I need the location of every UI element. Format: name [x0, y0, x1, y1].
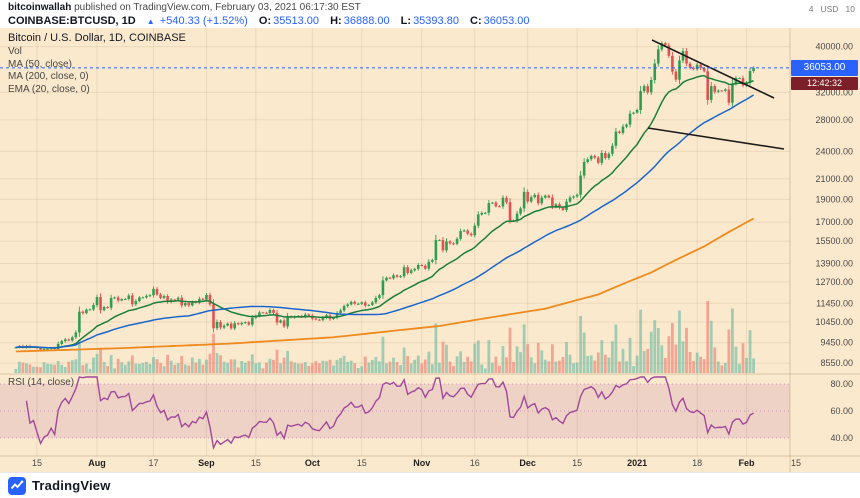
high-value: 36888.00 — [343, 15, 390, 27]
footer: TradingView — [0, 472, 860, 498]
countdown-badge: 12:42:32 — [791, 77, 858, 90]
svg-text:13900.00: 13900.00 — [815, 258, 853, 268]
svg-text:21000.00: 21000.00 — [815, 174, 853, 184]
volume-layer — [14, 301, 755, 373]
rsi-line — [25, 376, 754, 451]
svg-text:60.00: 60.00 — [830, 406, 853, 416]
svg-text:15500.00: 15500.00 — [815, 236, 853, 246]
candles-layer — [14, 41, 755, 351]
svg-text:Oct: Oct — [305, 458, 320, 468]
snapshot-header: bitcoinwallah published on TradingView.c… — [0, 0, 860, 28]
change-value: +540.33 (+1.52%) — [159, 15, 248, 27]
svg-text:24000.00: 24000.00 — [815, 146, 853, 156]
published-text: published on TradingView.com, February 0… — [71, 2, 361, 13]
close-label: C: — [470, 15, 482, 27]
tradingview-logo-icon[interactable] — [8, 476, 26, 495]
svg-text:15: 15 — [791, 458, 801, 468]
svg-text:28000.00: 28000.00 — [815, 115, 853, 125]
low-value: 35393.80 — [413, 15, 459, 27]
trendline-lower — [647, 127, 785, 150]
axis-corner-text: 4 USD 10 — [808, 4, 855, 14]
price-axis-labels: 40000.00 32000.00 28000.00 24000.00 21000.00… — [815, 42, 853, 369]
svg-text:11450.00: 11450.00 — [816, 298, 853, 308]
svg-text:10450.00: 10450.00 — [815, 317, 853, 327]
last-price-badge: 36053.00 — [791, 60, 858, 76]
published-line: bitcoinwallah published on TradingView.c… — [8, 2, 860, 14]
ma200-line — [15, 217, 755, 353]
ema20-line — [15, 74, 754, 349]
chart-area: 40000.00 32000.00 28000.00 24000.00 21000.00… — [0, 28, 860, 472]
svg-text:Aug: Aug — [88, 458, 106, 468]
svg-text:2021: 2021 — [627, 458, 647, 468]
pane-separators — [0, 28, 860, 472]
rsi-axis-labels: 80.00 60.00 40.00 — [830, 379, 853, 443]
svg-text:8550.00: 8550.00 — [820, 358, 853, 368]
svg-text:16: 16 — [470, 458, 480, 468]
tradingview-brand[interactable]: TradingView — [32, 478, 111, 493]
open-label: O: — [258, 15, 272, 27]
svg-text:80.00: 80.00 — [830, 379, 853, 389]
svg-text:40.00: 40.00 — [830, 433, 853, 443]
rsi-band — [0, 383, 790, 439]
symbol-line: COINBASE:BTCUSD, 1D ▲ +540.33 (+1.52%) O… — [8, 15, 860, 28]
open-value: 35513.00 — [273, 15, 320, 27]
svg-text:12700.00: 12700.00 — [815, 277, 853, 287]
svg-text:Sep: Sep — [198, 458, 215, 468]
svg-text:15: 15 — [251, 458, 261, 468]
high-label: H: — [330, 15, 342, 27]
svg-text:19000.00: 19000.00 — [815, 194, 853, 204]
low-label: L: — [400, 15, 412, 27]
ma50-line — [15, 94, 754, 349]
svg-text:Feb: Feb — [739, 458, 756, 468]
chart-canvas: 40000.00 32000.00 28000.00 24000.00 21000.00… — [0, 28, 860, 472]
up-arrow-icon: ▲ — [146, 17, 155, 26]
svg-text:40000.00: 40000.00 — [815, 42, 853, 52]
symbol-title: COINBASE:BTCUSD, 1D — [8, 15, 136, 27]
trendline-upper — [651, 39, 775, 99]
svg-text:17: 17 — [148, 458, 158, 468]
svg-text:Dec: Dec — [519, 458, 536, 468]
svg-text:15: 15 — [357, 458, 367, 468]
svg-text:9450.00: 9450.00 — [820, 338, 853, 348]
svg-text:Nov: Nov — [413, 458, 430, 468]
author-link[interactable]: bitcoinwallah — [8, 2, 72, 13]
svg-text:32000.00: 32000.00 — [815, 87, 853, 97]
svg-text:17000.00: 17000.00 — [815, 217, 853, 227]
close-value: 36053.00 — [483, 15, 530, 27]
svg-text:15: 15 — [572, 458, 582, 468]
svg-text:15: 15 — [32, 458, 42, 468]
time-axis-labels: 15 Aug 17 Sep 15 Oct 15 Nov 16 Dec 15 2021 18 Feb 15 — [32, 458, 801, 468]
svg-text:18: 18 — [692, 458, 702, 468]
